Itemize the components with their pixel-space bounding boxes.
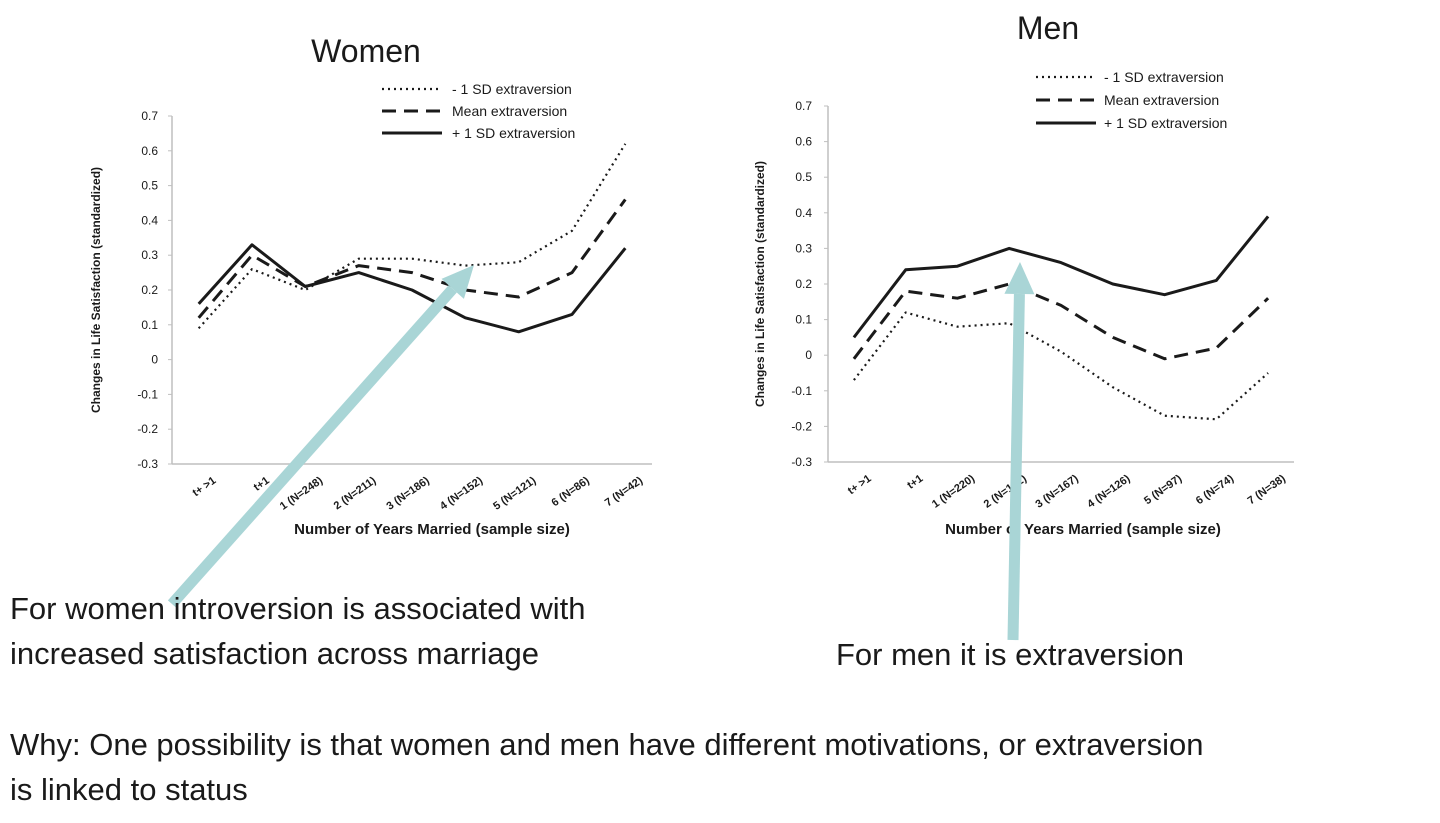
men-y-tick-label: -0.2	[791, 419, 812, 433]
men-x-tick-label: 2 (N=192)	[982, 472, 1029, 510]
men-legend-label-2: Mean extraversion	[1104, 92, 1219, 108]
women-y-tick-label: 0.1	[141, 318, 158, 332]
women-y-tick-label: -0.3	[137, 457, 158, 471]
women-y-tick-label: -0.1	[137, 387, 158, 401]
men-x-tick-label: t+ >1	[846, 473, 874, 498]
men-y-tick-label: 0.3	[795, 241, 812, 255]
women-x-axis-label: Number of Years Married (sample size)	[294, 521, 570, 538]
men-y-tick-label: -0.1	[791, 384, 812, 398]
women-x-tick-label: 3 (N=186)	[385, 474, 432, 512]
men-x-tick-label: 6 (N=74)	[1194, 472, 1236, 507]
men-chart-title: Men	[1017, 10, 1079, 46]
women-series-line-1	[197, 143, 627, 330]
men-y-tick-label: -0.3	[791, 455, 812, 469]
women-x-tick-label: 5 (N=121)	[491, 474, 538, 512]
men-y-axis-label: Changes in Life Satisfaction (standardiz…	[753, 161, 767, 407]
women-y-axis-label: Changes in Life Satisfaction (standardiz…	[89, 167, 103, 413]
men-x-tick-label: 5 (N=97)	[1142, 472, 1184, 507]
men-y-tick-label: 0.1	[795, 313, 812, 327]
men-y-tick-label: 0	[805, 348, 812, 362]
men-y-tick-label: 0.4	[795, 206, 812, 220]
women-series-line-2	[197, 198, 627, 319]
women-arrow-head	[441, 265, 474, 299]
women-series-line-3	[197, 243, 627, 334]
women-y-tick-label: 0.2	[141, 283, 158, 297]
women-chart-title: Women	[311, 33, 421, 69]
women-arrow	[167, 265, 474, 608]
women-arrow-shaft	[167, 285, 457, 608]
men-x-axis-label: Number of Years Married (sample size)	[945, 521, 1221, 538]
men-arrow	[1004, 262, 1035, 641]
women-x-tick-label: 4 (N=152)	[438, 474, 485, 512]
women-caption: For women introversion is associated wit…	[10, 591, 586, 671]
women-x-tick-label: 2 (N=211)	[332, 474, 379, 512]
men-caption: For men it is extraversion	[836, 637, 1184, 672]
men-series-line-3	[852, 215, 1270, 339]
why-caption: Why: One possibility is that women and m…	[10, 727, 1204, 807]
men-y-tick-label: 0.5	[795, 170, 812, 184]
men-y-tick-label: 0.2	[795, 277, 812, 291]
men-y-tick-label: 0.7	[795, 99, 812, 113]
women-y-tick-label: 0	[151, 353, 158, 367]
women-y-tick-label: 0.5	[141, 179, 158, 193]
men-x-tick-label: 4 (N=126)	[1085, 472, 1132, 510]
men-arrow-head	[1004, 262, 1035, 295]
women-x-tick-label: t+ >1	[190, 475, 218, 500]
men-y-tick-label: 0.6	[795, 135, 812, 149]
women-y-tick-label: 0.3	[141, 248, 158, 262]
women-y-tick-label: 0.6	[141, 144, 158, 158]
women-x-tick-label: 6 (N=86)	[550, 474, 592, 509]
men-arrow-shaft	[1007, 293, 1025, 641]
men-x-tick-label: t+1	[905, 473, 925, 492]
men-legend-label-3: + 1 SD extraversion	[1104, 115, 1227, 131]
men-x-tick-label: 7 (N=38)	[1246, 472, 1288, 507]
women-y-tick-label: 0.7	[141, 109, 158, 123]
men-series-line-1	[853, 311, 1269, 421]
women-legend-label-2: Mean extraversion	[452, 103, 567, 119]
women-chart: Women 0.7 0.6 0.5 0.4 0.3 0.2 0.1 0 -0.1 -0.2 -0.3 t…	[89, 33, 652, 538]
men-legend-label-1: - 1 SD extraversion	[1104, 69, 1224, 85]
women-y-tick-label: -0.2	[137, 422, 158, 436]
women-legend-label-1: - 1 SD extraversion	[452, 81, 572, 97]
men-x-tick-label: 1 (N=220)	[930, 472, 977, 510]
men-x-tick-label: 3 (N=167)	[1034, 472, 1081, 510]
women-y-tick-label: 0.4	[141, 213, 158, 227]
women-legend-label-3: + 1 SD extraversion	[452, 125, 575, 141]
men-series-line-2	[852, 282, 1270, 361]
women-x-tick-label: 7 (N=42)	[603, 474, 645, 509]
